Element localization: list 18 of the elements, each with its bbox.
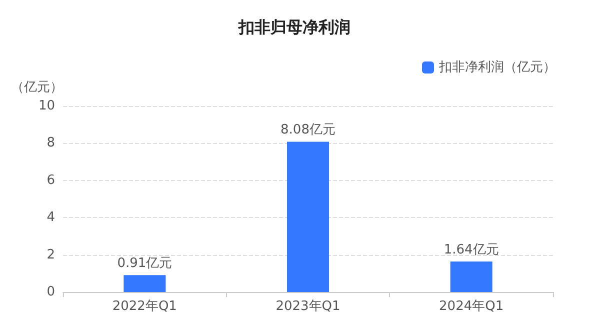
y-axis-title: （亿元）	[11, 80, 63, 95]
data-label: 0.91亿元	[117, 256, 172, 272]
y-tick-label: 6	[46, 172, 55, 188]
y-tick-label: 2	[46, 247, 55, 262]
y-tick-label: 4	[46, 210, 55, 226]
data-label: 8.08亿元	[280, 122, 336, 138]
bar	[124, 275, 166, 292]
data-label: 1.64亿元	[444, 242, 499, 258]
y-tick-label: 0	[46, 284, 55, 300]
y-tick-label: 8	[46, 136, 55, 151]
x-tick-label: 2022年Q1	[112, 299, 177, 314]
x-tick-label: 2024年Q1	[439, 299, 504, 314]
chart-title: 扣非归母净利润	[238, 18, 350, 36]
bar	[450, 261, 492, 292]
legend-label: 扣非净利润（亿元）	[438, 60, 556, 75]
bar	[287, 142, 329, 292]
y-tick-label: 10	[38, 98, 55, 114]
x-tick-label: 2023年Q1	[276, 299, 340, 314]
